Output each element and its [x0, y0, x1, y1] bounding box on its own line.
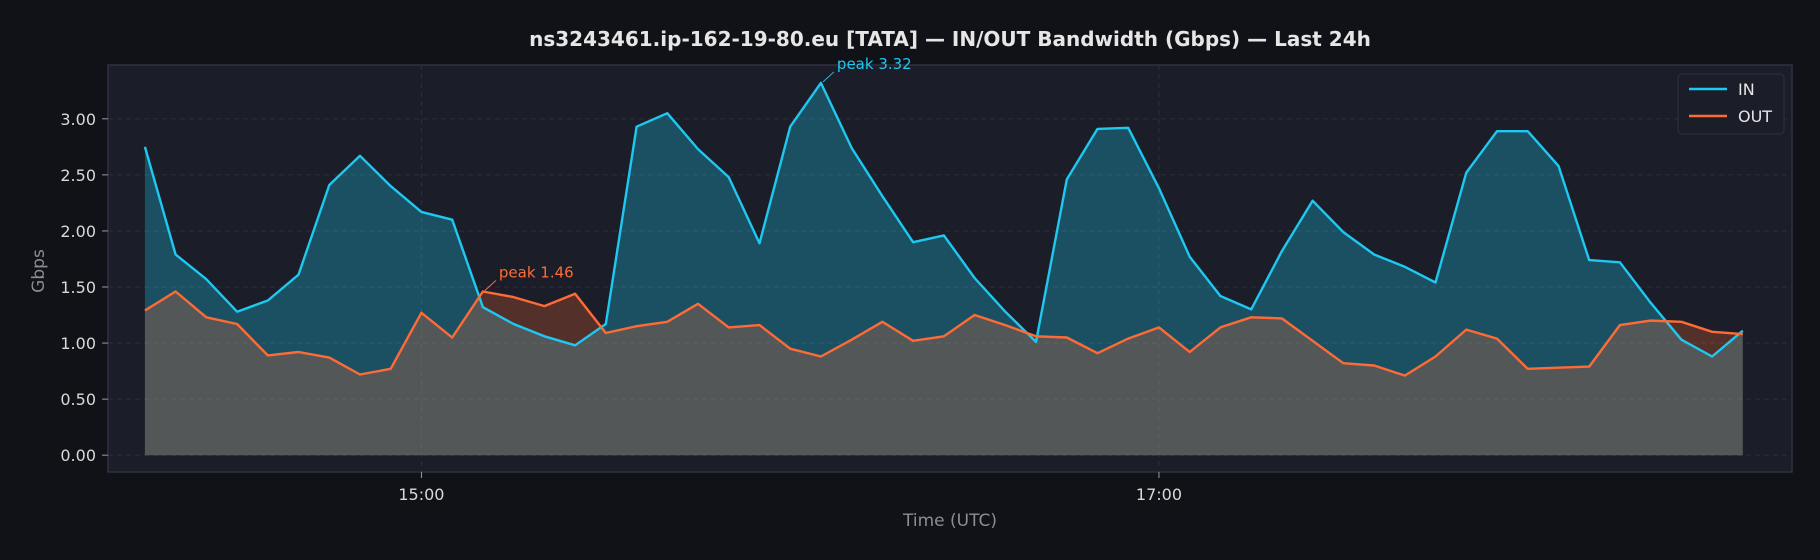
legend-label-out: OUT [1738, 107, 1772, 126]
plot-area [107, 64, 1793, 473]
legend: IN OUT [1677, 73, 1785, 135]
y-axis-ticks: 0.00 0.50 1.00 1.50 2.00 2.50 3.00 [60, 110, 108, 465]
legend-label-in: IN [1738, 80, 1755, 99]
y-tick-label: 1.00 [60, 334, 96, 353]
peak-annotation-in: peak 3.32 [837, 55, 912, 73]
chart-title: ns3243461.ip-162-19-80.eu [TATA] — IN/OU… [529, 27, 1371, 51]
grid-lines [108, 65, 1792, 472]
y-tick-label: 2.50 [60, 166, 96, 185]
y-tick-label: 0.50 [60, 390, 96, 409]
y-tick-label: 3.00 [60, 110, 96, 129]
y-tick-label: 0.00 [60, 446, 96, 465]
series-lines [143, 81, 1744, 377]
y-tick-label: 2.00 [60, 222, 96, 241]
x-axis-ticks: 15:00 17:00 [398, 472, 1182, 504]
y-tick-label: 1.50 [60, 278, 96, 297]
annotation-arrow [484, 280, 497, 291]
peak-annotation-out: peak 1.46 [499, 263, 574, 281]
x-tick-label: 17:00 [1136, 485, 1182, 504]
series-line-in [143, 81, 1744, 358]
y-axis-label: Gbps [29, 249, 49, 293]
annotation-arrow [822, 71, 835, 83]
series-line-out [144, 290, 1743, 377]
annotations: peak 3.32 peak 1.46 [484, 55, 912, 291]
series-area-out [144, 291, 1743, 456]
x-axis-label: Time (UTC) [902, 511, 997, 531]
x-tick-label: 15:00 [398, 485, 444, 504]
